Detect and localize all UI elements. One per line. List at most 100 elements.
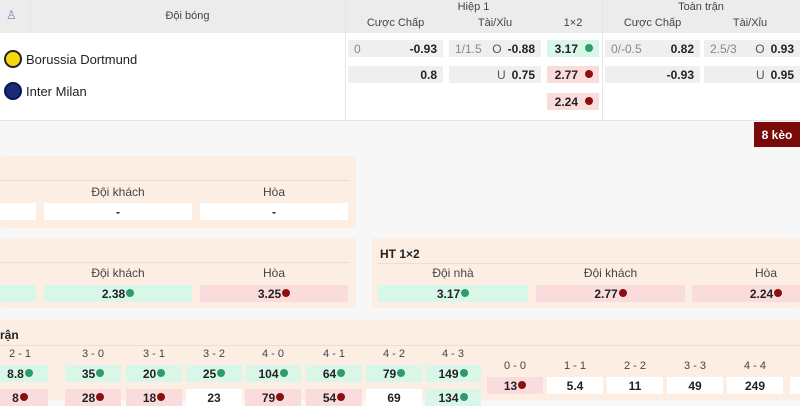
trend-up-icon xyxy=(96,368,105,377)
score-odds-home[interactable]: 8.8 xyxy=(0,365,48,382)
score-label: 3 - 1 xyxy=(142,348,165,360)
score-odds-away[interactable]: 18 xyxy=(126,389,182,406)
score-label: 2 - 1 xyxy=(8,348,31,360)
label-away: Đội khách xyxy=(583,266,638,280)
trend-up-icon xyxy=(459,368,468,377)
team-away[interactable]: Inter Milan xyxy=(4,82,87,100)
trend-up-icon xyxy=(24,368,33,377)
score-odds-away[interactable]: 79 xyxy=(245,389,301,406)
score-odds-home[interactable]: 35 xyxy=(65,365,121,382)
draw-score-label: 0 - 0 xyxy=(503,360,526,372)
score-odds-away[interactable]: 8 xyxy=(0,389,48,406)
score-odds-home[interactable]: 25 xyxy=(186,365,242,382)
fulltime-header: Toàn trận xyxy=(678,1,724,13)
score-odds-home[interactable]: 20 xyxy=(126,365,182,382)
ft-handicap-away[interactable]: -0.93 xyxy=(605,66,700,83)
trend-up-icon xyxy=(585,43,593,52)
trend-down-icon xyxy=(282,288,291,297)
score-odds-away[interactable]: 134 xyxy=(425,389,481,406)
trend-down-icon xyxy=(585,96,593,105)
score-odds-home[interactable]: 149 xyxy=(425,365,481,382)
odds-draw[interactable]: 3.25 xyxy=(200,285,348,302)
trend-up-icon xyxy=(461,288,470,297)
label-home: Đội nhà xyxy=(432,266,474,280)
inter-logo-icon xyxy=(4,82,22,100)
h1-handicap-away[interactable]: 0.8 xyxy=(348,66,443,83)
h1-over[interactable]: 1/1.5 O -0.88 xyxy=(449,40,541,57)
draw-score-label: 4 - 4 xyxy=(743,360,766,372)
score-odds-home[interactable]: 79 xyxy=(366,365,422,382)
more-odds-button[interactable]: 8 kèo xyxy=(754,122,800,147)
trend-down-icon xyxy=(618,288,627,297)
score-label: 4 - 1 xyxy=(322,348,345,360)
settings-icon[interactable]: ♙ xyxy=(6,8,17,22)
h1-1x2-header: 1×2 xyxy=(563,17,583,29)
trend-up-icon xyxy=(459,392,468,401)
score-odds-away[interactable]: 28 xyxy=(65,389,121,406)
correct-score-panel: rận 2 - 1 8.8 8 3 - 0 35 28 3 - 1 20 18 3 - 2 25 23… xyxy=(0,320,800,406)
odds-home[interactable] xyxy=(0,285,36,302)
score-odds-away[interactable]: 69 xyxy=(366,389,422,406)
draw-score-label: 2 - 2 xyxy=(623,360,646,372)
trend-up-icon xyxy=(126,288,135,297)
ht-odds-home[interactable]: 3.17 xyxy=(378,285,528,302)
score-label: 3 - 2 xyxy=(202,348,225,360)
trend-up-icon xyxy=(337,368,346,377)
trend-up-icon xyxy=(279,368,288,377)
team-name: Inter Milan xyxy=(26,83,87,99)
label-away: Đội khách xyxy=(91,266,145,280)
odds-away[interactable]: 2.38 xyxy=(44,285,192,302)
score-odds-home[interactable]: 104 xyxy=(245,365,301,382)
h1-ou-header: Tài/Xỉu xyxy=(477,17,513,29)
draw-score-odds[interactable]: 249 xyxy=(727,377,783,394)
score-label: 4 - 2 xyxy=(382,348,405,360)
score-odds-away[interactable]: 54 xyxy=(306,389,362,406)
h1-1x2-away[interactable]: 2.77 xyxy=(547,66,599,83)
odds-home[interactable] xyxy=(0,203,36,220)
draw-score-odds[interactable]: 5.4 xyxy=(547,377,603,394)
half1-header: Hiệp 1 xyxy=(457,1,490,13)
h1-handicap-header: Cược Chấp xyxy=(366,17,425,29)
draw-score-odds[interactable]: 13 xyxy=(487,377,543,394)
bvb-logo-icon xyxy=(4,50,22,68)
ft-under[interactable]: U 0.95 xyxy=(704,66,800,83)
odds-away[interactable]: - xyxy=(44,203,192,220)
label-away: Đội khách xyxy=(91,185,145,199)
draw-score-odds[interactable] xyxy=(790,377,800,394)
h1-1x2-draw[interactable]: 2.24 xyxy=(547,93,599,110)
label-draw: Hòa xyxy=(262,185,285,199)
trend-down-icon xyxy=(96,392,105,401)
trend-up-icon xyxy=(157,368,166,377)
score-label: 4 - 0 xyxy=(261,348,284,360)
panel-2: Đội khách Hòa 2.38 3.25 xyxy=(0,238,356,308)
trend-down-icon xyxy=(518,380,527,389)
ht-odds-draw[interactable]: 2.24 xyxy=(692,285,800,302)
trend-down-icon xyxy=(337,392,346,401)
trend-up-icon xyxy=(397,368,406,377)
trend-down-icon xyxy=(19,392,28,401)
ft-ou-header: Tài/Xỉu xyxy=(732,17,768,29)
draw-score-odds[interactable]: 49 xyxy=(667,377,723,394)
score-label: 3 - 0 xyxy=(81,348,104,360)
h1-handicap-home[interactable]: 0 -0.93 xyxy=(348,40,443,57)
score-odds-home[interactable]: 64 xyxy=(306,365,362,382)
panel-1: Đội khách Hòa - - xyxy=(0,156,356,228)
h1-1x2-home[interactable]: 3.17 xyxy=(547,40,599,57)
team-home[interactable]: Borussia Dortmund xyxy=(4,50,137,68)
odds-draw[interactable]: - xyxy=(200,203,348,220)
ht-odds-away[interactable]: 2.77 xyxy=(536,285,685,302)
team-column-header: Đội bóng xyxy=(165,10,210,22)
draw-score-label: 1 - 1 xyxy=(563,360,586,372)
label-draw: Hòa xyxy=(754,266,777,280)
draw-score-odds[interactable]: 11 xyxy=(607,377,663,394)
draw-score-label: 3 - 3 xyxy=(683,360,706,372)
ft-over[interactable]: 2.5/3 O 0.93 xyxy=(704,40,800,57)
score-label: 4 - 3 xyxy=(441,348,464,360)
ft-handicap-home[interactable]: 0/-0.5 0.82 xyxy=(605,40,700,57)
trend-down-icon xyxy=(276,392,285,401)
ft-handicap-header: Cược Chấp xyxy=(623,17,682,29)
trend-down-icon xyxy=(157,392,166,401)
table-header: ♙ Đội bóng Hiệp 1 Toàn trận Cược Chấp Tà… xyxy=(0,0,800,33)
h1-under[interactable]: U 0.75 xyxy=(449,66,541,83)
score-odds-away[interactable]: 23 xyxy=(186,389,242,406)
